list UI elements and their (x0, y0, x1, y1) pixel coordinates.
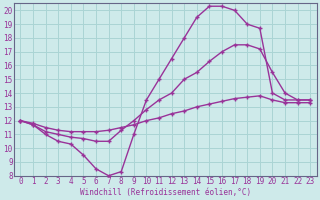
X-axis label: Windchill (Refroidissement éolien,°C): Windchill (Refroidissement éolien,°C) (80, 188, 251, 197)
